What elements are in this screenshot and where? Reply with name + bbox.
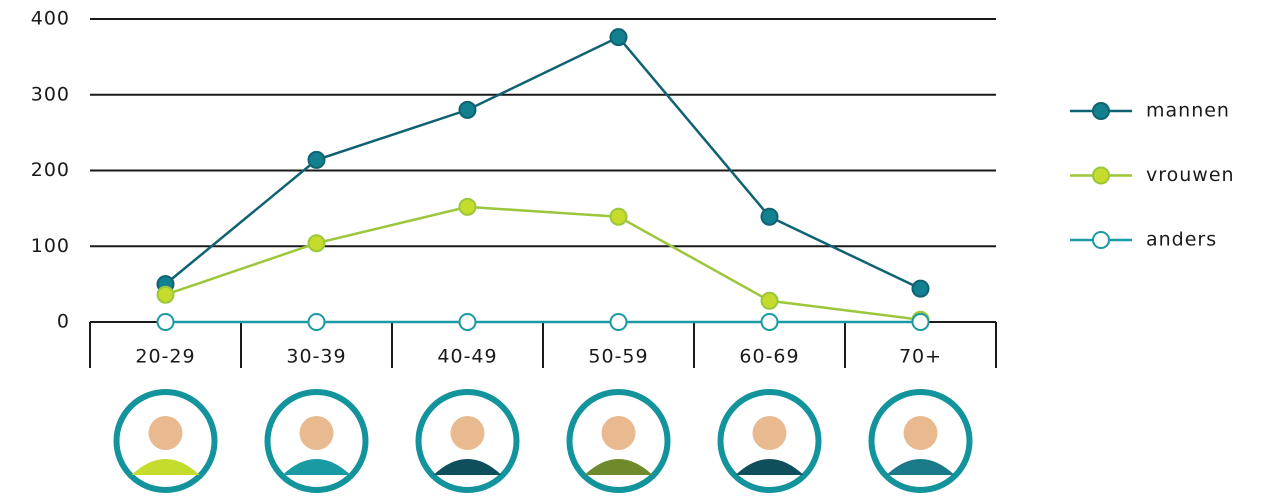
x-tick-label: 50-59 — [588, 346, 648, 368]
point — [460, 102, 476, 118]
avatar-face — [300, 416, 334, 450]
legend-label: mannen — [1146, 100, 1230, 122]
y-tick-label: 100 — [31, 235, 70, 257]
avatar — [419, 392, 517, 490]
point — [611, 314, 627, 330]
legend-marker — [1093, 103, 1109, 119]
point — [611, 209, 627, 225]
avatar — [268, 392, 366, 490]
point — [460, 199, 476, 215]
legend-label: vrouwen — [1146, 164, 1235, 186]
y-tick-label: 0 — [57, 311, 70, 333]
x-tick-label: 30-39 — [286, 346, 346, 368]
x-tick-label: 40-49 — [437, 346, 497, 368]
point — [158, 287, 174, 303]
legend-label: anders — [1146, 229, 1217, 251]
legend-marker — [1093, 168, 1109, 184]
avatar-face — [149, 416, 183, 450]
point — [309, 235, 325, 251]
point — [762, 209, 778, 225]
point — [762, 314, 778, 330]
point — [611, 29, 627, 45]
avatar-face — [451, 416, 485, 450]
line — [166, 37, 921, 288]
point — [460, 314, 476, 330]
y-tick-label: 300 — [31, 83, 70, 105]
x-tick-label: 60-69 — [739, 346, 799, 368]
point — [158, 314, 174, 330]
avatar — [570, 392, 668, 490]
point — [309, 314, 325, 330]
legend-marker — [1093, 232, 1109, 248]
point — [762, 293, 778, 309]
avatar-face — [904, 416, 938, 450]
line — [166, 207, 921, 320]
point — [913, 281, 929, 297]
avatar — [117, 392, 215, 490]
avatar — [872, 392, 970, 490]
y-tick-label: 200 — [31, 159, 70, 181]
avatar-face — [602, 416, 636, 450]
point — [309, 152, 325, 168]
y-tick-label: 400 — [31, 8, 70, 30]
point — [913, 314, 929, 330]
chart: 0 100 200 300 400 20-29 30-39 40-49 50-59 60-69 70… — [0, 0, 1288, 497]
x-tick-label: 70+ — [899, 346, 942, 368]
avatar — [721, 392, 819, 490]
avatar-face — [753, 416, 787, 450]
x-tick-label: 20-29 — [135, 346, 195, 368]
